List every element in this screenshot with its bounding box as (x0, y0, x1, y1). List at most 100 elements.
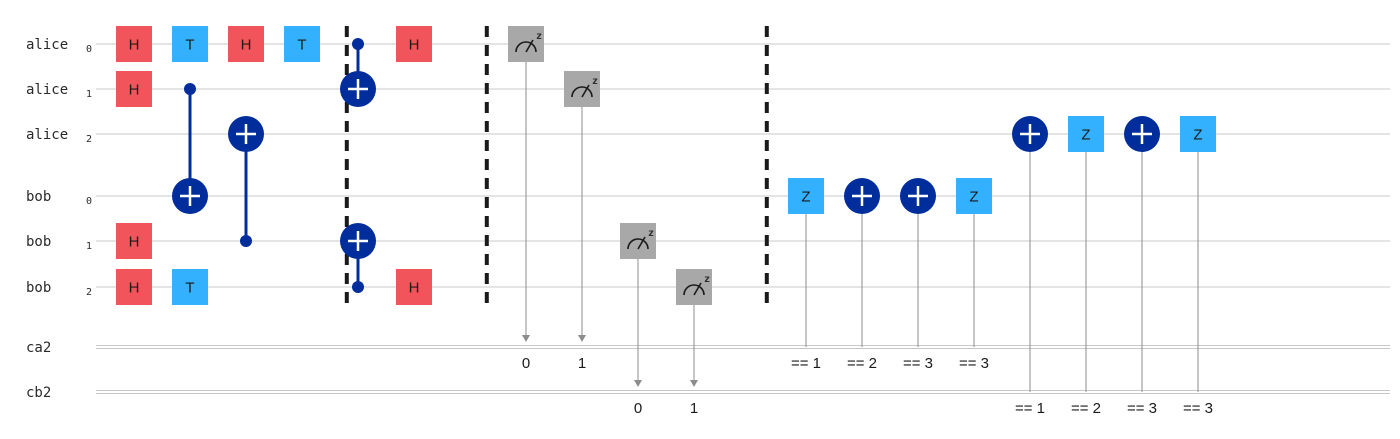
measure-gate: z0 (508, 26, 544, 372)
register-index: 1 (86, 89, 92, 100)
measure-bit-label: 0 (634, 400, 642, 417)
h-gate: H (116, 269, 152, 305)
conditional-z-gate: Z (956, 178, 992, 214)
h-gate-box (116, 269, 152, 305)
register-label: alice (26, 82, 68, 98)
h-gate-box (228, 26, 264, 62)
register-index: 2 (86, 287, 92, 298)
h-gate-label: H (129, 280, 140, 297)
cnot-gate (228, 116, 264, 247)
conditional-z-gate-box (788, 178, 824, 214)
register-label: alice (26, 127, 68, 143)
register-index: 2 (86, 134, 92, 145)
condition-label: == 3 (1127, 400, 1157, 417)
control-dot (352, 281, 364, 293)
condition-label: == 3 (903, 355, 933, 372)
meter-basis-label: z (704, 274, 710, 285)
h-gate-label: H (409, 280, 420, 297)
h-gate-box (116, 223, 152, 259)
conditional-z-gate-label: Z (969, 189, 978, 206)
cnot-target (340, 71, 376, 107)
meter-basis-label: z (592, 76, 598, 87)
conditional-z-gate-box (1068, 116, 1104, 152)
classical-register-label: ca2 (26, 340, 51, 356)
h-gate: H (116, 223, 152, 259)
h-gate-box (396, 26, 432, 62)
cnot-gate (172, 83, 208, 214)
h-gate: H (396, 26, 432, 62)
measure-links (522, 62, 1199, 392)
conditional-x-gate (900, 178, 936, 214)
h-gate-label: H (129, 82, 140, 99)
t-gate: T (172, 269, 208, 305)
meter-needle (637, 236, 646, 250)
measure-gate: z0 (620, 223, 656, 417)
h-gate: H (116, 71, 152, 107)
measure-gate: z1 (676, 269, 712, 417)
measure-arrow (690, 380, 698, 387)
t-gate: T (172, 26, 208, 62)
cnot-target (172, 178, 208, 214)
measure-box (620, 223, 656, 259)
t-gate-box (172, 269, 208, 305)
conditional-z-gate-box (956, 178, 992, 214)
h-gate-label: H (409, 37, 420, 54)
h-gate-label: H (241, 37, 252, 54)
control-dot (240, 235, 252, 247)
conditional-x-gate (1124, 116, 1160, 152)
meter-needle (525, 39, 534, 53)
measure-box (508, 26, 544, 62)
t-gate-label: T (297, 37, 306, 54)
measure-bit-label: 1 (690, 400, 698, 417)
meter-basis-label: z (648, 228, 654, 239)
condition-label: == 3 (1183, 400, 1213, 417)
register-label: bob (26, 280, 51, 296)
register-labels: alice 0 alice 1 alice 2 bob 0 bob 1 bob 2 ca2 cb2 (26, 37, 92, 401)
conditional-z-gate-box (1180, 116, 1216, 152)
conditional-x-gate (844, 178, 880, 214)
t-gate-label: T (185, 280, 194, 297)
h-gate: H (116, 26, 152, 62)
measure-bit-label: 0 (522, 355, 530, 372)
h-gate-box (116, 26, 152, 62)
register-index: 0 (86, 196, 92, 207)
register-label: alice (26, 37, 68, 53)
meter-basis-label: z (536, 31, 542, 42)
register-index: 0 (86, 44, 92, 55)
meter-arc (571, 86, 593, 98)
condition-label: == 2 (847, 355, 877, 372)
condition-label: == 1 (791, 355, 821, 372)
measure-arrow (578, 335, 586, 342)
measure-bit-label: 1 (578, 355, 586, 372)
h-gate-box (396, 269, 432, 305)
conditional-z-gate-label: Z (801, 189, 810, 206)
h-gate-label: H (129, 234, 140, 251)
meter-arc (683, 284, 705, 296)
conditional-z-gate-label: Z (1193, 127, 1202, 144)
conditional-z-gate: Z (1068, 116, 1104, 152)
t-gate: T (284, 26, 320, 62)
t-gate-box (284, 26, 320, 62)
control-dot (352, 38, 364, 50)
meter-needle (581, 84, 590, 98)
measure-arrow (522, 335, 530, 342)
measure-box (676, 269, 712, 305)
cnot-gate (340, 223, 376, 293)
wires (96, 43, 1390, 394)
meter-arc (515, 41, 537, 53)
h-gate: H (396, 269, 432, 305)
h-gate-label: H (129, 37, 140, 54)
classical-register-label: cb2 (26, 385, 51, 401)
measure-box (564, 71, 600, 107)
cnot-target (340, 223, 376, 259)
barriers (344, 26, 769, 307)
conditional-z-gate: Z (788, 178, 824, 214)
register-index: 1 (86, 241, 92, 252)
condition-label: == 2 (1071, 400, 1101, 417)
control-dot (184, 83, 196, 95)
cnot-target (228, 116, 264, 152)
t-gate-label: T (185, 37, 194, 54)
register-label: bob (26, 234, 51, 250)
h-gate: H (228, 26, 264, 62)
